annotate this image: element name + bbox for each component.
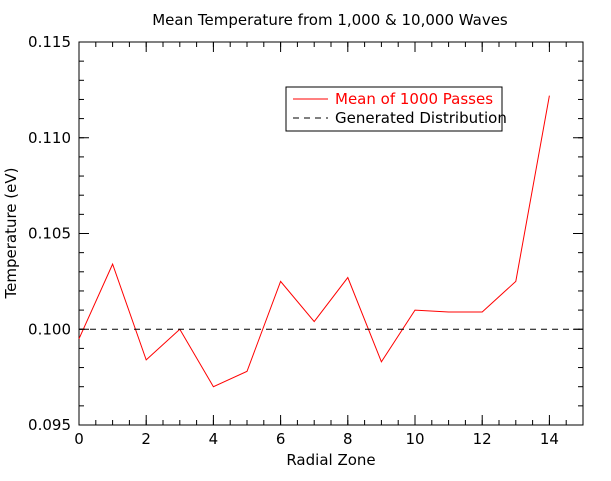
x-tick-label: 10 xyxy=(405,430,424,448)
legend-box xyxy=(285,86,503,132)
x-tick-label: 0 xyxy=(74,430,84,448)
x-tick-label: 14 xyxy=(540,430,559,448)
y-tick-label: 0.100 xyxy=(28,320,71,338)
x-tick-label: 12 xyxy=(473,430,492,448)
legend: Mean of 1000 Passes Generated Distributi… xyxy=(285,86,507,132)
y-tick-label: 0.105 xyxy=(28,225,71,243)
x-tick-label: 4 xyxy=(209,430,219,448)
series-line-mean-of-1000-passes xyxy=(78,95,550,388)
x-tick-label: 2 xyxy=(141,430,151,448)
x-axis-label: Radial Zone xyxy=(286,451,375,469)
x-tick-label: 6 xyxy=(276,430,286,448)
legend-label-generated: Generated Distribution xyxy=(335,109,507,127)
chart-title: Mean Temperature from 1,000 & 10,000 Wav… xyxy=(152,11,508,29)
y-tick-label: 0.115 xyxy=(28,33,71,51)
x-tick-label: 8 xyxy=(343,430,353,448)
series-layer xyxy=(78,95,583,388)
y-tick-label: 0.095 xyxy=(28,416,71,434)
legend-label-mean: Mean of 1000 Passes xyxy=(335,90,493,108)
tick-layer: 0 2 4 6 8 10 12 14 0.095 0.100 0.105 0.110 0.115 xyxy=(28,33,584,448)
y-tick-label: 0.110 xyxy=(28,129,71,147)
y-axis-label: Temperature (eV) xyxy=(2,168,20,300)
